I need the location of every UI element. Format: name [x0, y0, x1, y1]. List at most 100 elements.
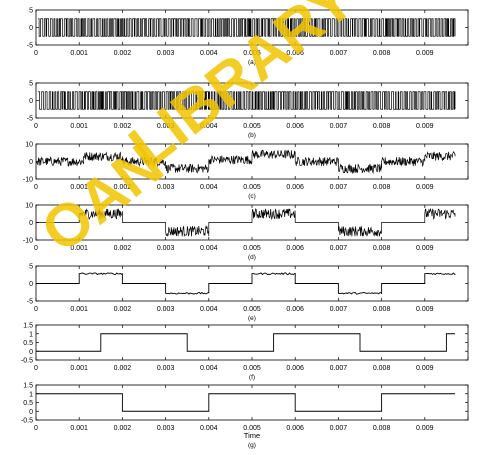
y-tick-label: 5 [29, 264, 33, 271]
x-tick-label: 0.004 [200, 123, 218, 130]
x-tick-label: 0 [34, 123, 38, 130]
y-tick-label: -5 [27, 116, 33, 123]
x-tick-label: 0.008 [373, 306, 391, 313]
x-tick-label: 0.007 [330, 245, 348, 252]
series-line [36, 272, 456, 295]
x-tick-label: 0.003 [157, 425, 175, 432]
y-tick-label: 10 [25, 142, 33, 149]
x-tick-label: 0.002 [114, 184, 132, 191]
x-tick-label: 0.004 [200, 245, 218, 252]
x-tick-label: 0.007 [330, 184, 348, 191]
x-tick-label: 0.009 [416, 123, 434, 130]
y-tick-label: 0.5 [23, 400, 33, 407]
x-tick-label: 0.004 [200, 306, 218, 313]
x-tick-label: 0.005 [243, 123, 261, 130]
x-tick-label: 0.006 [286, 50, 304, 57]
x-tick-label: 0.001 [70, 245, 88, 252]
x-tick-label: 0.005 [243, 365, 261, 372]
x-tick-label: 0.006 [286, 425, 304, 432]
x-tick-label: 0.003 [157, 306, 175, 313]
y-tick-label: 5 [29, 8, 33, 15]
x-tick-label: 0.006 [286, 184, 304, 191]
x-tick-label: 0.002 [114, 245, 132, 252]
series-line [38, 18, 456, 37]
x-tick-label: 0 [34, 50, 38, 57]
panel-caption: (a) [248, 59, 256, 66]
x-tick-label: 0.007 [330, 306, 348, 313]
x-tick-label: 0 [34, 365, 38, 372]
panel-a: 0 0.001 0.002 0.003 0.004 0.005 0.006 0.007 0.00… [27, 8, 469, 66]
y-tick-label: 0 [29, 25, 33, 32]
y-tick-label: -5 [27, 299, 33, 306]
series-line [38, 91, 456, 110]
x-tick-label: 0.001 [70, 184, 88, 191]
x-tick-label: 0.005 [243, 50, 261, 57]
y-tick-label: -5 [27, 43, 33, 50]
x-tick-label: 0.008 [373, 184, 391, 191]
panel-caption: (c) [248, 193, 256, 200]
x-tick-label: 0.003 [157, 365, 175, 372]
x-tick-label: 0.003 [157, 245, 175, 252]
x-tick-label: 0.004 [200, 365, 218, 372]
x-tick-label: 0.009 [416, 245, 434, 252]
x-tick-label: 0.009 [416, 184, 434, 191]
y-tick-label: 1.5 [23, 323, 33, 330]
y-tick-label: 0 [29, 220, 33, 227]
y-tick-label: 0 [29, 98, 33, 105]
x-tick-label: 0 [34, 245, 38, 252]
plot-frame [35, 384, 469, 421]
x-tick-label: 0.008 [373, 50, 391, 57]
panel-caption: (g) [248, 442, 256, 449]
x-tick-label: 0.009 [416, 365, 434, 372]
panel-f: 0 0.001 0.002 0.003 0.004 0.005 0.006 0.007 0.00… [21, 323, 469, 381]
y-tick-label: 5 [29, 81, 33, 88]
y-tick-label: -0.5 [21, 418, 33, 425]
x-tick-label: 0.004 [200, 184, 218, 191]
subplot-stack: 0 0.001 0.002 0.003 0.004 0.005 0.006 0.007 0.00… [21, 8, 469, 449]
x-axis-label: Time [244, 431, 260, 440]
x-tick-label: 0.002 [114, 50, 132, 57]
panel-e: 0 0.001 0.002 0.003 0.004 0.005 0.006 0.007 0.00… [27, 264, 469, 322]
x-tick-label: 0.008 [373, 123, 391, 130]
x-tick-label: 0 [34, 306, 38, 313]
x-tick-label: 0.005 [243, 245, 261, 252]
panel-b: 0 0.001 0.002 0.003 0.004 0.005 0.006 0.007 0.00… [27, 81, 469, 139]
x-tick-label: 0.002 [114, 123, 132, 130]
x-tick-label: 0.006 [286, 123, 304, 130]
panel-caption: (f) [249, 374, 255, 381]
series-line [35, 149, 456, 175]
x-tick-label: 0.007 [330, 365, 348, 372]
x-tick-label: 0.003 [157, 123, 175, 130]
x-tick-label: 0.001 [70, 50, 88, 57]
y-tick-label: 0 [29, 349, 33, 356]
x-tick-label: 0.007 [330, 123, 348, 130]
y-tick-label: 0 [29, 159, 33, 166]
x-tick-label: 0.006 [286, 245, 304, 252]
panel-c: 0 0.001 0.002 0.003 0.004 0.005 0.006 0.007 0.00… [23, 142, 469, 200]
x-tick-label: 0.009 [416, 425, 434, 432]
panel-caption: (d) [248, 254, 256, 261]
x-tick-label: 0.004 [200, 50, 218, 57]
y-tick-label: 0 [29, 409, 33, 416]
x-tick-label: 0.008 [373, 425, 391, 432]
x-tick-label: 0.001 [70, 365, 88, 372]
x-tick-label: 0.001 [70, 123, 88, 130]
x-tick-label: 0.008 [373, 365, 391, 372]
y-tick-label: 1.5 [23, 383, 33, 390]
x-tick-label: 0.003 [157, 50, 175, 57]
x-tick-label: 0.009 [416, 50, 434, 57]
panel-caption: (b) [248, 132, 256, 139]
x-tick-label: 0.006 [286, 306, 304, 313]
series-line [36, 393, 456, 412]
x-tick-label: 0 [34, 425, 38, 432]
x-tick-label: 0.002 [114, 306, 132, 313]
x-tick-label: 0.006 [286, 365, 304, 372]
y-tick-label: 0.5 [23, 340, 33, 347]
plot-frame [35, 324, 469, 361]
panel-d: 0 0.001 0.002 0.003 0.004 0.005 0.006 0.007 0.00… [23, 203, 469, 261]
y-tick-label: -10 [23, 177, 33, 184]
x-tick-label: 0.003 [157, 184, 175, 191]
panel-g: 0 0.001 0.002 0.003 0.004 0.005 0.006 0.007 0.00… [21, 383, 469, 449]
y-tick-label: 10 [25, 203, 33, 210]
